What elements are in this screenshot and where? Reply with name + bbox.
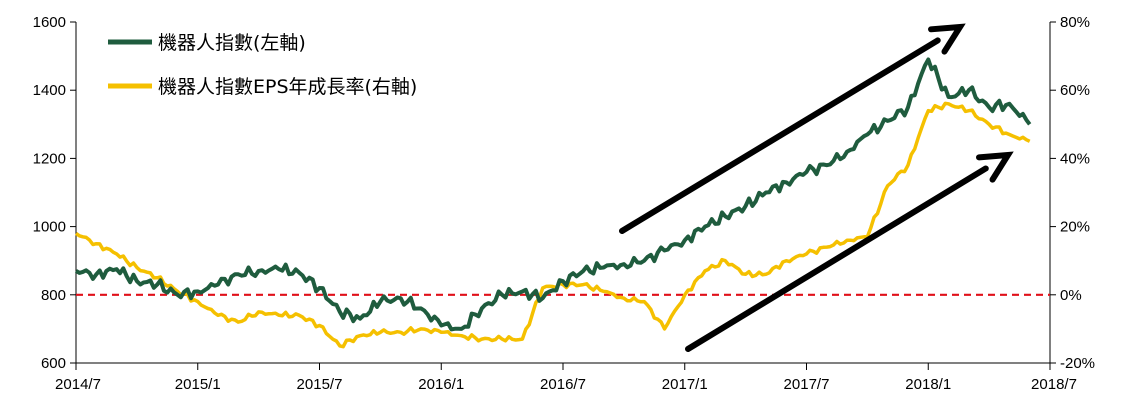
legend: 機器人指數(左軸) 機器人指數EPS年成長率(右軸): [108, 32, 417, 98]
left-tick-label: 1400: [33, 82, 66, 99]
right-tick-label: -20%: [1060, 355, 1095, 372]
x-tick-label: 2016/7: [540, 376, 586, 393]
left-tick-label: 1200: [33, 150, 66, 167]
right-tick-label: 40%: [1060, 150, 1090, 167]
legend-label: 機器人指數(左軸): [158, 32, 306, 54]
left-tick-label: 800: [41, 287, 66, 304]
left-tick-label: 600: [41, 355, 66, 372]
series-group: [74, 57, 1032, 349]
legend-label: 機器人指數EPS年成長率(右軸): [158, 76, 417, 98]
trend-arrows: [619, 23, 1014, 352]
right-tick-label: 20%: [1060, 219, 1090, 236]
x-tick-label: 2015/1: [175, 376, 221, 393]
right-tick-label: 0%: [1060, 287, 1082, 304]
x-tick-label: 2017/1: [662, 376, 708, 393]
right-tick-label: 80%: [1060, 14, 1090, 31]
x-tick-label: 2016/1: [418, 376, 464, 393]
axes: 600 800 1000 1200 1400 1600 -20% 0% 20% 40% 60% 80%…: [33, 14, 1095, 393]
x-tick-label: 2014/7: [55, 376, 101, 393]
lower-trend-arrow: [685, 151, 1014, 352]
legend-item: 機器人指數EPS年成長率(右軸): [108, 76, 417, 98]
right-tick-label: 60%: [1060, 82, 1090, 99]
left-tick-label: 1600: [33, 14, 66, 31]
index-series-line: [74, 57, 1032, 332]
x-tick-label: 2015/7: [297, 376, 343, 393]
legend-item: 機器人指數(左軸): [108, 32, 306, 54]
x-tick-label: 2018/7: [1031, 376, 1077, 393]
x-tick-label: 2018/1: [905, 376, 951, 393]
left-tick-label: 1000: [33, 219, 66, 236]
eps-growth-series-line: [74, 101, 1031, 349]
x-tick-label: 2017/7: [784, 376, 830, 393]
upper-trend-arrow: [619, 23, 966, 234]
